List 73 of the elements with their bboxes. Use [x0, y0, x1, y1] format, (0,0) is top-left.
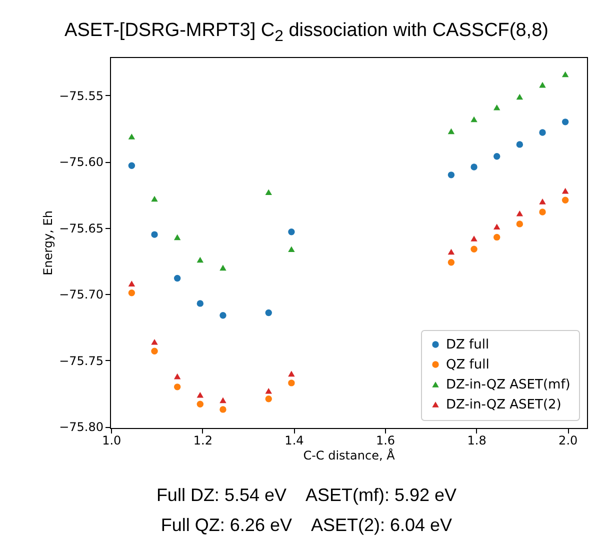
text: Full DZ: 5.54 eV ASET(mf): 5.92 eV — [155, 484, 458, 507]
point — [151, 196, 158, 202]
point — [516, 94, 524, 100]
point — [265, 396, 272, 402]
point — [151, 231, 158, 238]
point — [516, 141, 524, 148]
point — [539, 198, 546, 204]
x-tick-label: 1.6 — [376, 434, 396, 448]
point — [448, 259, 455, 266]
point — [516, 220, 524, 228]
point — [196, 392, 204, 398]
point — [562, 118, 569, 126]
point — [265, 309, 272, 316]
point — [562, 196, 569, 204]
point — [516, 210, 524, 216]
x-tick-label: 2.0 — [558, 434, 578, 448]
point — [196, 400, 204, 408]
y-tick-label: −75.65 — [59, 221, 104, 236]
point — [493, 153, 500, 160]
point — [562, 188, 569, 194]
point — [128, 134, 136, 140]
y-tick-label: −75.75 — [59, 354, 104, 368]
x-tick-label: 1.8 — [467, 434, 486, 448]
point — [493, 234, 500, 241]
y-tick-label: −75.60 — [59, 155, 104, 170]
point — [128, 280, 136, 286]
legend-label: QZ full — [446, 358, 490, 372]
legend-label: DZ-in-QZ ASET(2) — [446, 398, 562, 412]
point — [220, 406, 226, 413]
point — [448, 248, 455, 255]
point — [196, 300, 204, 307]
point — [220, 264, 226, 271]
point — [174, 274, 181, 282]
text: Full QZ: 6.26 eV ASET(2): 6.04 eV — [160, 514, 454, 537]
point — [288, 380, 295, 386]
point — [288, 228, 295, 236]
point — [470, 164, 478, 170]
y-tick-label: −75.55 — [59, 88, 104, 103]
point — [128, 290, 136, 296]
x-tick-label: 1.2 — [193, 434, 212, 448]
point — [448, 172, 455, 178]
point — [448, 128, 455, 134]
point — [128, 162, 136, 169]
point — [470, 236, 478, 242]
y-tick-label: −75.70 — [59, 288, 104, 302]
point — [174, 384, 181, 390]
point — [288, 370, 295, 377]
point — [493, 104, 500, 110]
point — [288, 246, 295, 252]
point — [174, 234, 181, 240]
point — [196, 256, 204, 263]
legend-label: DZ full — [446, 338, 490, 352]
point — [265, 388, 272, 394]
x-tick-label: 1.4 — [284, 434, 304, 448]
y-tick-label: −75.80 — [59, 420, 104, 434]
point — [265, 189, 272, 196]
point — [562, 71, 569, 78]
point — [470, 246, 478, 252]
point — [220, 397, 226, 404]
point — [220, 312, 226, 319]
point — [151, 348, 158, 354]
legend-label: DZ-in-QZ ASET(mf) — [446, 378, 570, 392]
point — [470, 116, 478, 122]
chart-title: ASET-[DSRG-MRPT3] C$_{2}$ dissociation with CASSCF(8,8) — [64, 19, 550, 47]
point — [493, 224, 500, 230]
point — [539, 129, 546, 136]
point — [151, 338, 158, 345]
y-axis-title: Energy, Eh — [41, 210, 56, 276]
x-axis-title: C-C distance, Å — [303, 448, 396, 462]
point — [539, 82, 546, 88]
x-tick-label: 1.0 — [102, 434, 122, 448]
point — [174, 373, 181, 380]
point — [539, 208, 546, 216]
